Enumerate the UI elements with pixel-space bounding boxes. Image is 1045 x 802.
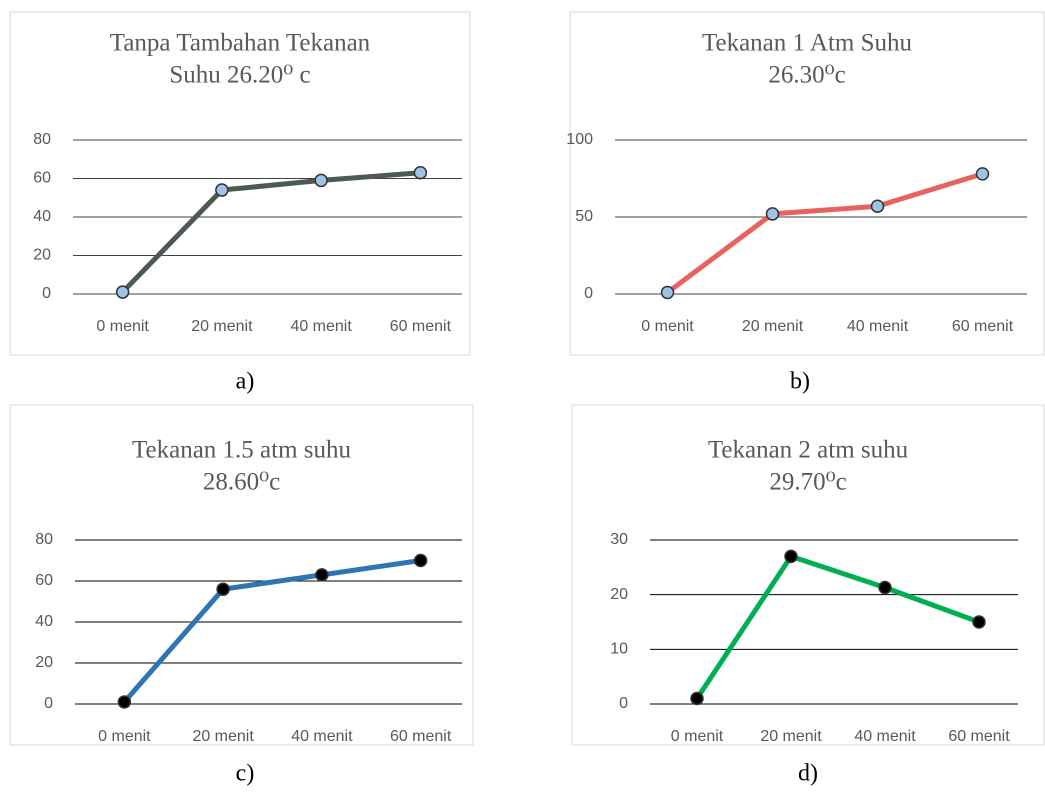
y-tick-label: 100 [566, 131, 593, 148]
series-line [120, 170, 421, 294]
chart-frame [9, 404, 474, 746]
chart-title: Suhu 26.20⁰ c [169, 62, 310, 89]
x-tick-label: 60 menit [390, 728, 452, 745]
y-tick-label: 40 [33, 208, 51, 225]
marker [413, 553, 428, 568]
y-tick-label: 0 [42, 285, 51, 302]
chart-title: Tekanan 1 Atm Suhu [702, 30, 913, 57]
x-tick-label: 40 menit [290, 318, 352, 335]
marker [660, 285, 675, 300]
x-tick-label: 40 menit [291, 728, 353, 745]
y-tick-label: 10 [610, 641, 628, 658]
caption: d) [798, 761, 818, 787]
x-tick-label: 0 menit [671, 728, 724, 745]
y-tick-label: 50 [575, 208, 593, 225]
marker [117, 695, 132, 709]
y-tick-label: 0 [584, 285, 593, 302]
x-tick-label: 20 menit [742, 318, 804, 335]
marker [975, 167, 990, 181]
x-tick-label: 40 menit [847, 318, 909, 335]
marker [215, 183, 229, 197]
y-tick-label: 80 [33, 131, 51, 148]
chart-frame [571, 404, 1045, 746]
x-tick-label: 60 menit [952, 318, 1014, 335]
x-tick-label: 0 menit [96, 318, 149, 335]
chart-title: Tanpa Tambahan Tekanan [110, 30, 371, 57]
y-tick-label: 0 [44, 695, 53, 712]
marker [765, 207, 780, 221]
caption: b) [790, 369, 810, 395]
marker [972, 615, 986, 629]
chart-frame [569, 11, 1045, 356]
x-tick-label: 60 menit [948, 728, 1010, 745]
series-line [694, 553, 980, 700]
caption: c) [236, 761, 255, 787]
series-line [122, 558, 421, 704]
x-tick-label: 20 menit [191, 318, 253, 335]
marker [115, 285, 130, 299]
x-tick-label: 0 menit [98, 728, 151, 745]
chart-title: Tekanan 2 atm suhu [708, 437, 909, 464]
marker [690, 691, 704, 706]
marker [870, 199, 885, 213]
y-tick-label: 20 [35, 654, 53, 671]
x-tick-label: 20 menit [760, 728, 822, 745]
y-tick-label: 0 [619, 695, 628, 712]
chart-title: 29.70⁰c [769, 469, 846, 496]
x-tick-label: 20 menit [192, 728, 254, 745]
x-tick-label: 40 menit [854, 728, 916, 745]
caption: a) [236, 369, 255, 395]
y-tick-label: 60 [35, 572, 53, 589]
chart-title: 28.60⁰c [203, 469, 280, 496]
y-tick-label: 60 [33, 170, 51, 187]
y-tick-label: 20 [33, 247, 51, 264]
x-tick-label: 60 menit [390, 318, 452, 335]
marker [216, 582, 230, 596]
x-tick-label: 0 menit [641, 318, 694, 335]
y-tick-label: 20 [610, 586, 628, 603]
marker [413, 165, 428, 180]
y-tick-label: 30 [610, 531, 628, 548]
chart-title: 26.30⁰c [768, 62, 845, 89]
marker [784, 549, 798, 564]
y-tick-label: 80 [35, 531, 53, 548]
series-line [666, 171, 984, 295]
marker [315, 568, 329, 582]
chart-title: Tekanan 1.5 atm suhu [132, 437, 352, 464]
marker [878, 580, 892, 595]
y-tick-label: 40 [35, 613, 53, 630]
chart-frame [9, 11, 471, 356]
marker [314, 173, 328, 188]
